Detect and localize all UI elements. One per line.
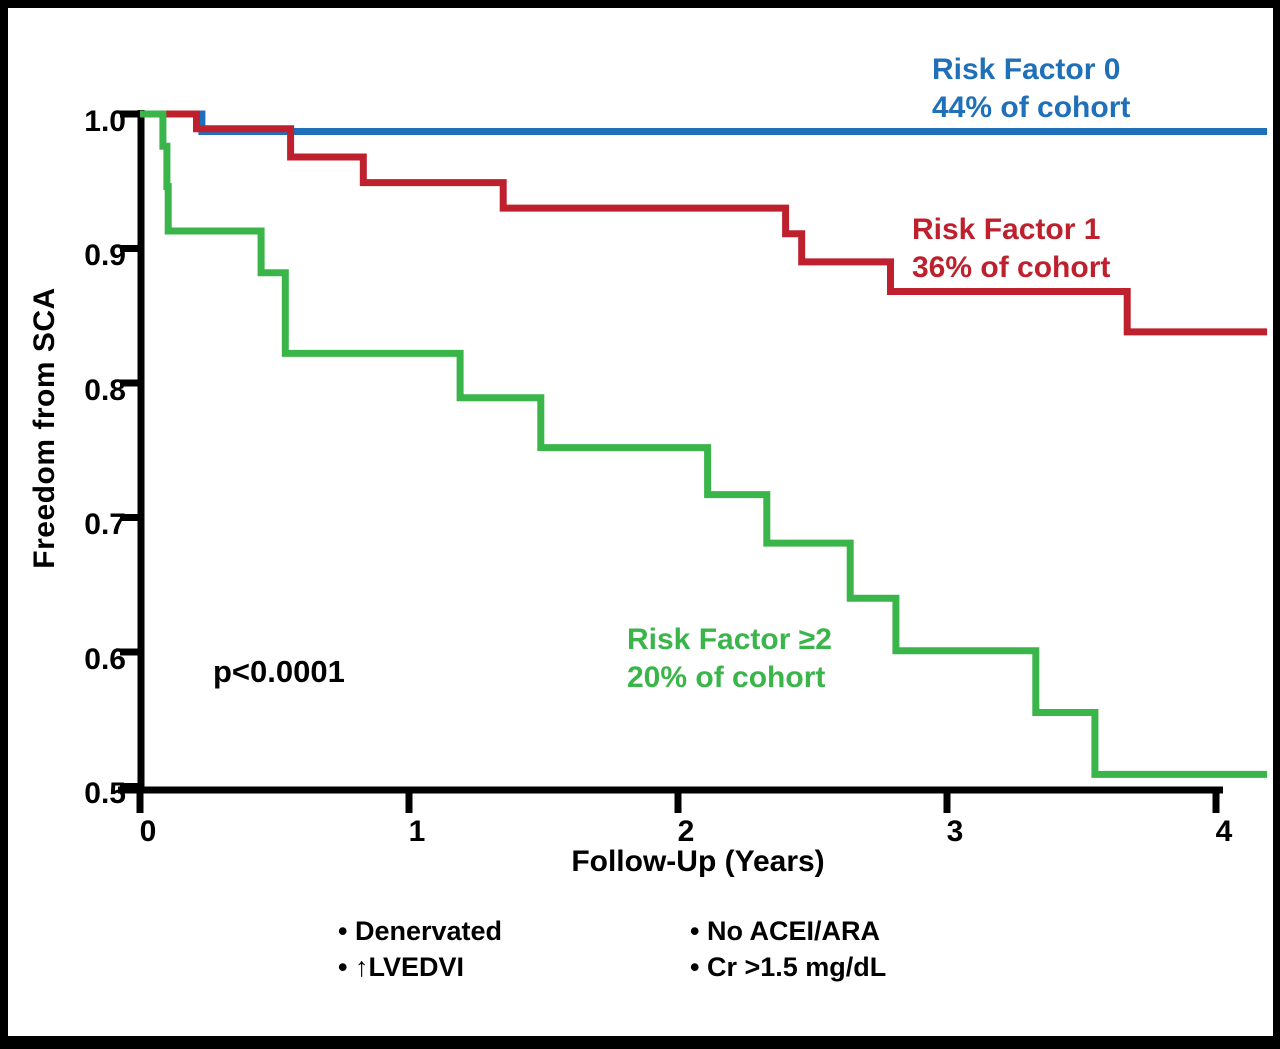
- x-tick-label-2: 2: [677, 815, 695, 848]
- legend-risk-factor-2-name: Risk Factor ≥2: [627, 623, 832, 656]
- x-tick-label-0: 0: [139, 815, 157, 848]
- legend-risk-factor-2: Risk Factor ≥2 20% of cohort: [627, 621, 832, 697]
- p-value-annotation: p<0.0001: [213, 654, 345, 689]
- legend-risk-factor-0-name: Risk Factor 0: [932, 53, 1121, 86]
- y-tick-label-0.5: 0.5: [84, 777, 126, 810]
- footnote-column-right: • No ACEI/ARA • Cr >1.5 mg/dL: [690, 913, 886, 985]
- x-tick-label-4: 4: [1215, 815, 1233, 848]
- legend-risk-factor-1-name: Risk Factor 1: [912, 213, 1101, 246]
- series-line-2-risk-factor-2: [140, 110, 1268, 778]
- x-axis-title: Follow-Up (Years): [571, 845, 825, 878]
- legend-risk-factor-1-cohort: 36% of cohort: [912, 251, 1111, 284]
- chart-canvas: 1.0 0.9 0.8 0.7 0.6 0.5 0 1 2 3 4 Freedo…: [8, 8, 1273, 1036]
- footnote-denervated: • Denervated: [338, 916, 503, 946]
- series-line-1-risk-factor-1: [140, 110, 1268, 336]
- y-tick-label-0.7: 0.7: [84, 508, 126, 541]
- footnote-cr: • Cr >1.5 mg/dL: [690, 952, 887, 982]
- legend-risk-factor-0-cohort: 44% of cohort: [932, 91, 1131, 124]
- km-chart-svg: [118, 110, 1268, 813]
- y-tick-label-0.9: 0.9: [84, 239, 126, 272]
- y-tick-label-0.6: 0.6: [84, 643, 126, 676]
- legend-risk-factor-0: Risk Factor 0 44% of cohort: [932, 51, 1130, 127]
- legend-risk-factor-2-cohort: 20% of cohort: [627, 661, 826, 694]
- footnote-no-acei-ara: • No ACEI/ARA: [690, 916, 880, 946]
- footnote-column-left: • Denervated • ↑LVEDVI: [338, 913, 502, 985]
- legend-risk-factor-1: Risk Factor 1 36% of cohort: [912, 211, 1110, 287]
- x-tick-label-3: 3: [946, 815, 964, 848]
- y-tick-label-1.0: 1.0: [84, 105, 126, 138]
- footnote-lvedvi: • ↑LVEDVI: [338, 952, 464, 982]
- y-axis-title: Freedom from SCA: [28, 287, 61, 569]
- x-tick-label-1: 1: [408, 815, 426, 848]
- y-tick-label-0.8: 0.8: [84, 374, 126, 407]
